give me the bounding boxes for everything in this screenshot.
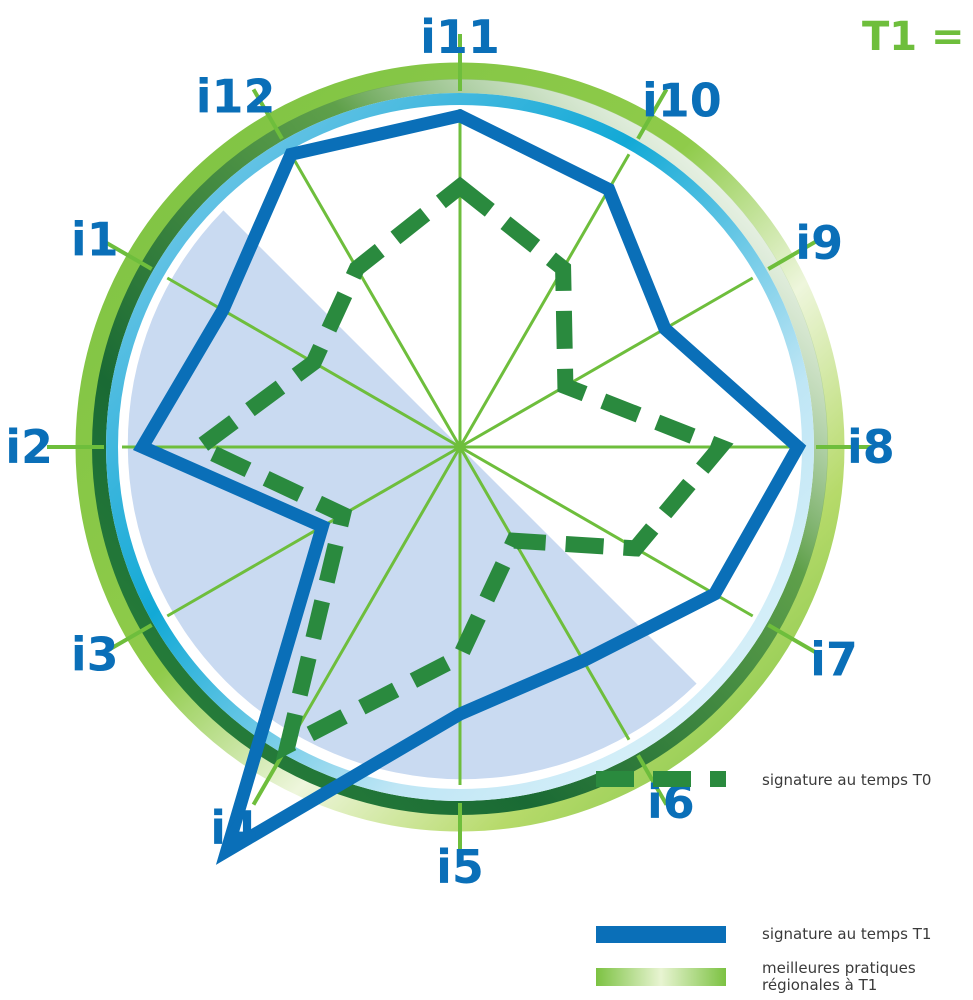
spoke-i10 — [458, 153, 631, 448]
legend-t1-label: signature au temps T1 — [762, 925, 931, 943]
legend-best: meilleures pratiques régionales à T1 — [596, 959, 916, 994]
legend-t0: signature au temps T0 — [596, 771, 931, 789]
spoke-i12 — [289, 153, 462, 448]
legend-t1: signature au temps T1 — [596, 925, 931, 943]
tick-i9 — [767, 238, 819, 271]
axis-label-i10: i10 — [642, 74, 722, 128]
axis-label-i12: i12 — [196, 69, 276, 123]
axis-label-i8: i8 — [847, 420, 895, 474]
legend-t1-swatch — [596, 926, 726, 943]
legend-best-label-line2: régionales à T1 — [762, 976, 877, 994]
spoke-i6 — [458, 446, 631, 741]
legend-best-swatch — [596, 968, 726, 986]
spoke-i7 — [459, 445, 754, 618]
tick-i4 — [251, 754, 284, 806]
legend: signature au temps T0 signature au temps… — [596, 771, 931, 994]
axis-label-i7: i7 — [810, 633, 858, 687]
axis-label-i9: i9 — [795, 216, 843, 270]
spoke-i3 — [166, 445, 461, 618]
best-practice-sector — [127, 210, 697, 780]
tick-i7 — [767, 623, 819, 656]
series-t1-line — [132, 108, 807, 865]
legend-best-label-line1: meilleures pratiques — [762, 959, 916, 977]
spoke-i4 — [289, 446, 462, 741]
ring-inner — [106, 93, 814, 801]
series-t0-line — [184, 176, 734, 761]
tick-i10 — [636, 88, 669, 140]
corner-label: T1 = — [862, 14, 965, 60]
axis-label-i11: i11 — [420, 10, 500, 64]
tick-i1 — [101, 238, 153, 271]
axis-label-i2: i2 — [5, 420, 53, 474]
tick-i3 — [101, 623, 153, 656]
axis-label-i4: i4 — [210, 801, 258, 855]
axis-label-i5: i5 — [436, 840, 484, 894]
radar-spokes — [47, 34, 873, 860]
spoke-i9 — [459, 276, 754, 449]
axis-label-i1: i1 — [71, 213, 119, 267]
legend-t0-label: signature au temps T0 — [762, 771, 931, 789]
tick-i12 — [251, 88, 284, 140]
axis-label-i3: i3 — [71, 628, 119, 682]
tick-i6 — [636, 754, 669, 806]
